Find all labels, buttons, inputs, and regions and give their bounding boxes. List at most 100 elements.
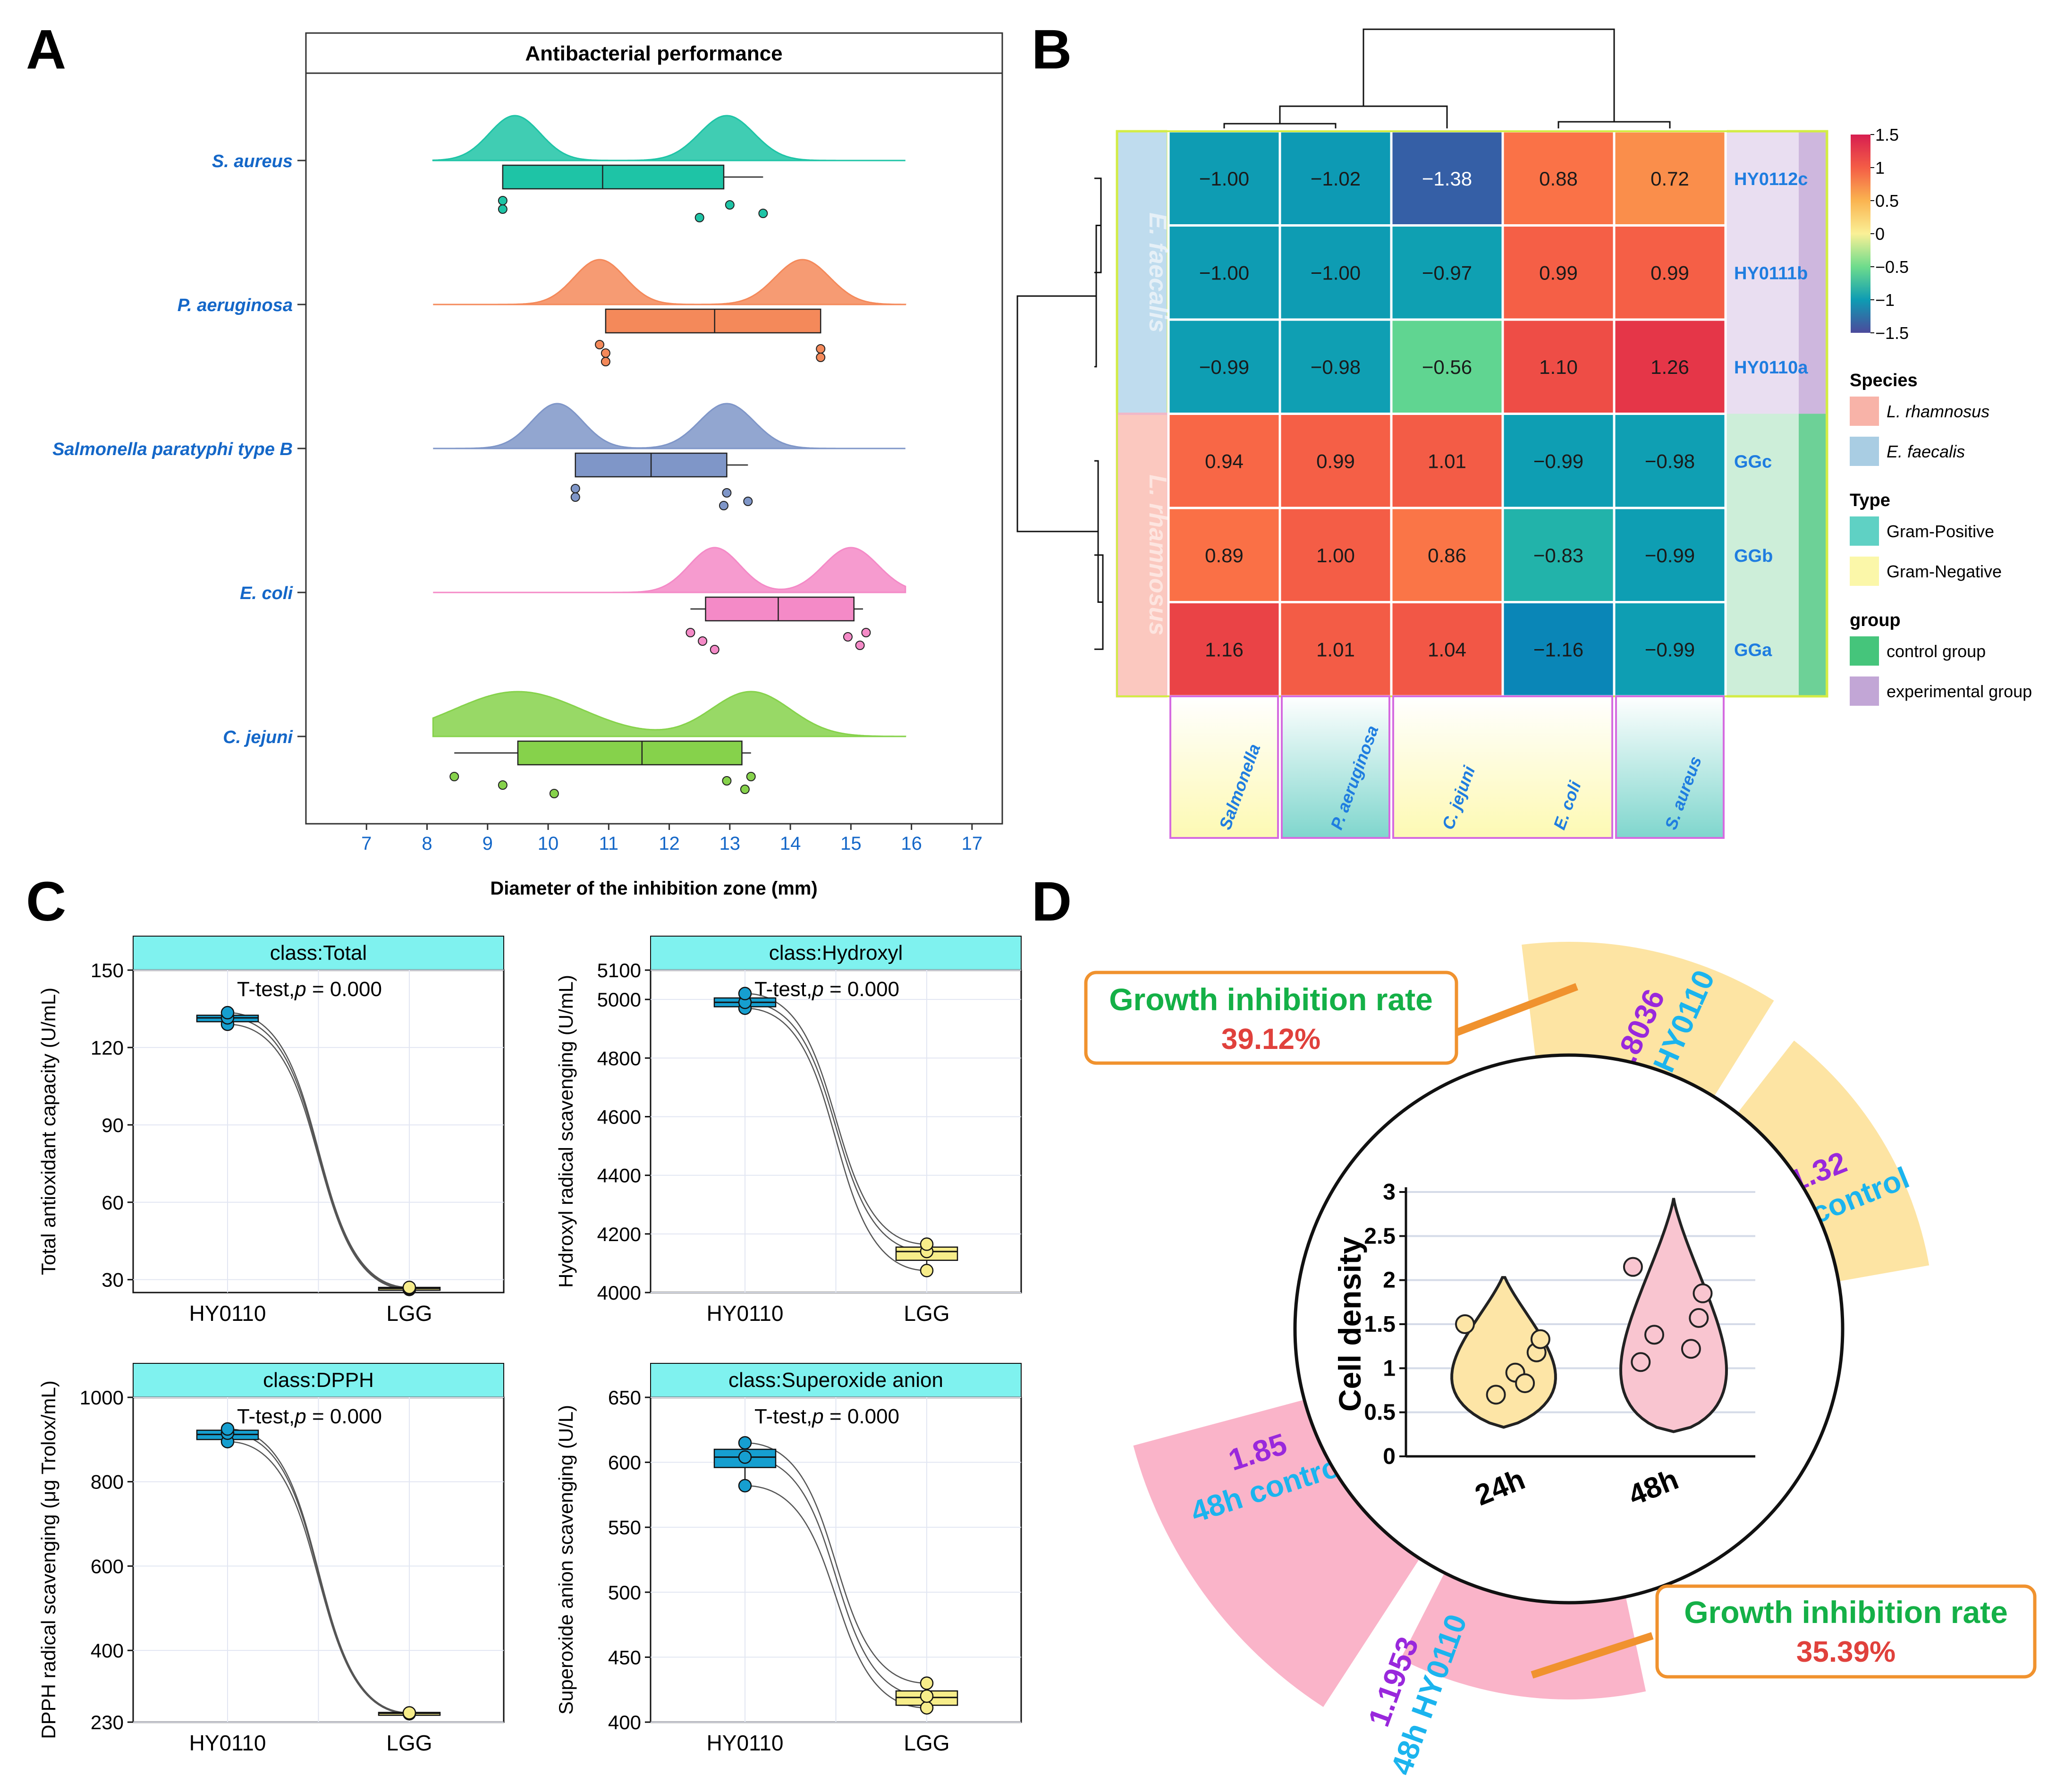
- data-point: [710, 645, 719, 654]
- data-point: [816, 344, 826, 354]
- data-point: [549, 789, 559, 798]
- data-point: [449, 772, 459, 781]
- data-point: [719, 501, 728, 510]
- data-point: [920, 1689, 934, 1703]
- heatmap-cell: [1167, 224, 1281, 321]
- legend-item-label: control group: [1887, 642, 1986, 661]
- dendrogram-branch: [1363, 28, 1615, 122]
- stat-annotation: T-test,p = 0.000: [754, 1405, 899, 1428]
- y-axis-label: Total antioxidant capacity (U/mL): [37, 988, 59, 1275]
- data-point: [686, 628, 695, 637]
- y-tick-label: 400: [608, 1711, 641, 1733]
- stat-annotation: T-test,p = 0.000: [237, 1405, 382, 1428]
- callout-2-value: 35.39%: [1796, 1636, 1896, 1668]
- panel-label-b: B: [1032, 18, 1072, 81]
- heatmap-cell-value: 1.16: [1205, 638, 1244, 660]
- column-annotation: [1281, 695, 1390, 839]
- colorbar-tick-label: 1.5: [1875, 125, 1899, 144]
- data-point: [855, 641, 865, 650]
- box: [705, 596, 855, 622]
- group-strip-shade: [1799, 131, 1827, 414]
- y-tick-label: 4600: [597, 1106, 641, 1128]
- y-tick-label: 4000: [597, 1282, 641, 1304]
- stat-p: p: [811, 1405, 823, 1428]
- y-tick-label: 800: [91, 1471, 124, 1493]
- y-axis-label: Hydroxyl radical scavenging (U/mL): [555, 975, 577, 1288]
- data-point: [402, 1280, 416, 1294]
- data-point: [570, 492, 580, 502]
- connecting-line: [745, 1002, 927, 1252]
- facet-strip-label: class:Hydroxyl: [769, 941, 903, 964]
- heatmap-cell-value: −1.16: [1533, 638, 1583, 660]
- data-point: [1693, 1283, 1713, 1303]
- data-point: [722, 488, 732, 498]
- heatmap-cell-value: 0.72: [1650, 168, 1689, 190]
- density-curve: [433, 259, 906, 305]
- data-point: [570, 484, 580, 493]
- callout-1-title: Growth inhibition rate: [1109, 982, 1433, 1017]
- heatmap-cell-value: −1.00: [1199, 262, 1249, 284]
- legend-item-label: Gram-Negative: [1887, 562, 2002, 581]
- box: [605, 308, 821, 334]
- density-curve: [432, 691, 906, 737]
- raincloud-0: S. aureus: [212, 115, 906, 222]
- legend-item-label: L. rhamnosus: [1887, 402, 1989, 421]
- connecting-line: [745, 1007, 927, 1271]
- panel-a-title: Antibacterial performance: [525, 42, 782, 65]
- heatmap-row-label: HY0110a: [1734, 358, 1808, 378]
- data-point: [1486, 1385, 1506, 1405]
- legend-title: Species: [1850, 371, 1918, 390]
- colorbar-tick-label: −1: [1875, 290, 1895, 310]
- colorbar-tick-label: 1: [1875, 158, 1885, 178]
- heatmap-cell: [1278, 413, 1393, 509]
- data-point: [1681, 1339, 1701, 1359]
- heatmap-cell-value: −0.97: [1422, 262, 1472, 284]
- data-point: [758, 209, 768, 218]
- data-point: [498, 196, 508, 205]
- column-annotation: [1169, 695, 1279, 839]
- colorbar-tick-label: 0: [1875, 224, 1885, 244]
- y-axis-label: DPPH radical scavenging (μg Trolox/mL): [37, 1380, 59, 1739]
- connecting-line: [227, 1023, 410, 1290]
- data-point: [816, 353, 826, 362]
- y-tick-label: 1000: [80, 1386, 124, 1409]
- dendrogram-branch: [1016, 295, 1098, 533]
- heatmap-cell-value: −1.00: [1199, 168, 1249, 190]
- box: [517, 740, 743, 766]
- species-strip-e-faecalis: [1117, 131, 1168, 414]
- x-tick-label: HY0110: [707, 1301, 784, 1326]
- species-label-e-faecalis: E. faecalis: [1144, 212, 1171, 332]
- data-point: [738, 1436, 752, 1450]
- panel-b-heatmap: E. faecalis L. rhamnosus −1.00 −1.02 −1.38 0.…: [1016, 28, 2032, 839]
- raincloud-1: P. aeruginosa: [178, 259, 906, 366]
- x-tick-label: 11: [599, 833, 619, 854]
- heatmap-cell: [1278, 224, 1393, 321]
- y-tick-label: 120: [91, 1037, 124, 1059]
- facet-strip-label: class:Total: [270, 941, 367, 964]
- x-tick-label: LGG: [386, 1301, 432, 1326]
- data-point: [738, 1479, 752, 1493]
- stat-test: T-test,: [237, 978, 295, 1001]
- data-point: [498, 780, 508, 790]
- data-point: [738, 1450, 752, 1464]
- y-tick-label: 450: [608, 1646, 641, 1668]
- box: [502, 164, 725, 190]
- data-point: [722, 776, 732, 786]
- heatmap-cell-value: 1.01: [1316, 638, 1355, 660]
- density-curve: [432, 115, 906, 161]
- panel-label-c: C: [26, 871, 66, 933]
- facet-3: class:Superoxide anion 400 450 500 550 600 650…: [555, 1363, 1022, 1755]
- panel-label-d: D: [1032, 871, 1072, 933]
- data-point: [743, 497, 753, 506]
- raincloud-2: Salmonella paratyphi type B: [52, 403, 906, 510]
- facet-strip: [133, 936, 504, 971]
- dendrogram: [1016, 28, 1671, 650]
- heatmap-row-label: GGb: [1734, 546, 1773, 566]
- legend-swatch: [1850, 636, 1879, 666]
- data-point: [920, 1701, 934, 1715]
- facet-1: class:Hydroxyl 4000 4200 4400 4600 4800 5000 51…: [555, 936, 1022, 1326]
- y-tick-label: 230: [91, 1711, 124, 1733]
- y-tick-label: 0: [1383, 1444, 1396, 1469]
